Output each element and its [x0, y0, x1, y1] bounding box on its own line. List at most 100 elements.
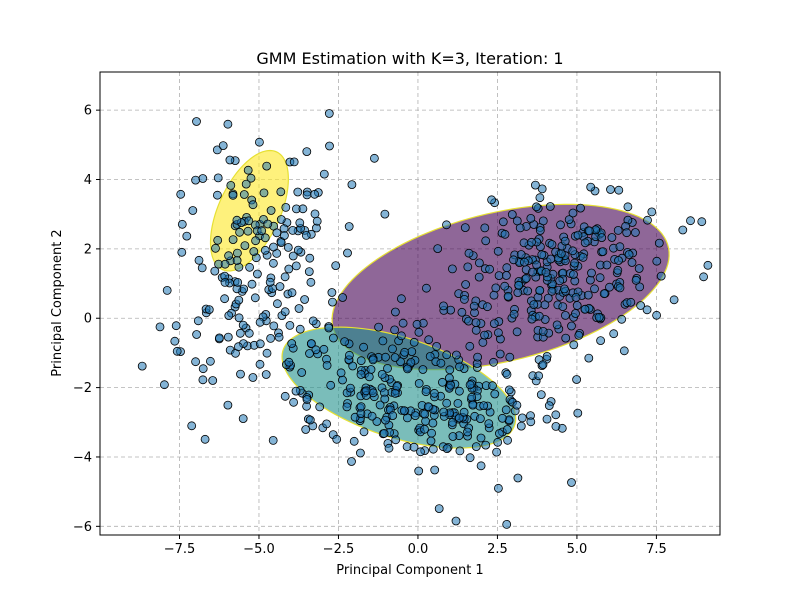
data-point — [171, 321, 181, 331]
data-point — [513, 473, 523, 483]
data-point — [213, 173, 223, 183]
data-point — [332, 434, 342, 444]
data-point — [446, 380, 456, 390]
data-point — [162, 285, 172, 295]
data-point — [527, 237, 536, 247]
data-point — [502, 425, 512, 434]
data-point — [213, 235, 223, 245]
data-point — [558, 302, 568, 312]
data-point — [380, 209, 390, 219]
data-point — [596, 336, 605, 346]
data-point — [287, 339, 297, 348]
data-point — [359, 342, 369, 352]
data-point — [448, 432, 458, 441]
data-point — [459, 294, 469, 304]
x-tick-label: 2.5 — [487, 542, 508, 557]
data-point — [500, 281, 510, 291]
data-point — [493, 328, 503, 338]
data-point — [494, 271, 504, 281]
data-point — [555, 276, 565, 286]
data-point — [573, 408, 583, 418]
data-point — [560, 284, 569, 294]
data-point — [703, 260, 713, 270]
data-point — [642, 305, 652, 315]
data-point — [281, 202, 291, 212]
data-point — [347, 180, 357, 190]
data-point — [310, 189, 320, 199]
data-point — [279, 231, 289, 240]
data-point — [306, 339, 316, 348]
data-point — [233, 277, 243, 287]
data-point — [291, 386, 301, 396]
data-point — [493, 483, 503, 493]
data-point — [223, 119, 233, 129]
data-point — [570, 258, 579, 268]
data-point — [498, 217, 508, 227]
data-point — [571, 292, 581, 302]
data-point — [276, 238, 286, 248]
data-point — [457, 307, 467, 317]
data-point — [248, 200, 258, 210]
data-point — [293, 187, 303, 197]
data-point — [220, 294, 230, 304]
data-point — [293, 245, 303, 255]
data-point — [257, 226, 267, 236]
data-point — [328, 297, 337, 307]
data-point — [428, 418, 438, 428]
data-point — [301, 230, 311, 240]
data-point — [542, 414, 552, 424]
data-point — [379, 428, 389, 438]
data-point — [636, 301, 645, 310]
data-point — [388, 344, 397, 354]
data-point — [455, 446, 465, 456]
data-point — [280, 307, 290, 317]
data-point — [556, 220, 565, 230]
data-point — [232, 248, 242, 258]
data-point — [594, 312, 604, 322]
data-point — [421, 283, 431, 293]
data-point — [512, 400, 522, 410]
data-point — [252, 269, 262, 279]
data-point — [546, 254, 556, 264]
x-tick-label: 0.0 — [408, 542, 429, 557]
data-point — [654, 238, 664, 248]
x-tick-label: 5.0 — [567, 542, 588, 557]
data-point — [552, 320, 562, 330]
data-point — [475, 414, 485, 424]
data-point — [428, 444, 438, 454]
data-point — [344, 222, 354, 231]
data-point — [561, 333, 571, 343]
data-point — [572, 375, 581, 384]
data-point — [260, 233, 270, 243]
data-point — [226, 180, 236, 190]
data-point — [361, 386, 371, 396]
data-point — [501, 271, 511, 280]
data-point — [617, 314, 627, 324]
data-points — [137, 109, 713, 529]
data-point — [580, 304, 590, 314]
data-point — [634, 264, 644, 273]
data-point — [480, 330, 489, 340]
data-point — [414, 327, 424, 337]
data-point — [250, 293, 260, 303]
data-point — [288, 251, 298, 261]
data-point — [399, 406, 409, 416]
y-tick-label: 6 — [84, 104, 92, 119]
data-point — [324, 323, 334, 333]
data-point — [137, 361, 147, 371]
data-point — [343, 248, 352, 258]
data-point — [355, 448, 365, 458]
data-point — [340, 337, 350, 347]
data-point — [465, 341, 475, 351]
data-point — [605, 282, 614, 292]
y-tick-label: −4 — [73, 450, 92, 465]
data-point — [300, 295, 310, 304]
data-point — [192, 117, 201, 126]
data-point — [388, 411, 398, 421]
data-point — [564, 215, 574, 225]
data-point — [517, 413, 527, 423]
data-point — [319, 344, 329, 354]
data-point — [359, 427, 369, 437]
data-point — [255, 359, 265, 369]
data-point — [326, 380, 336, 390]
